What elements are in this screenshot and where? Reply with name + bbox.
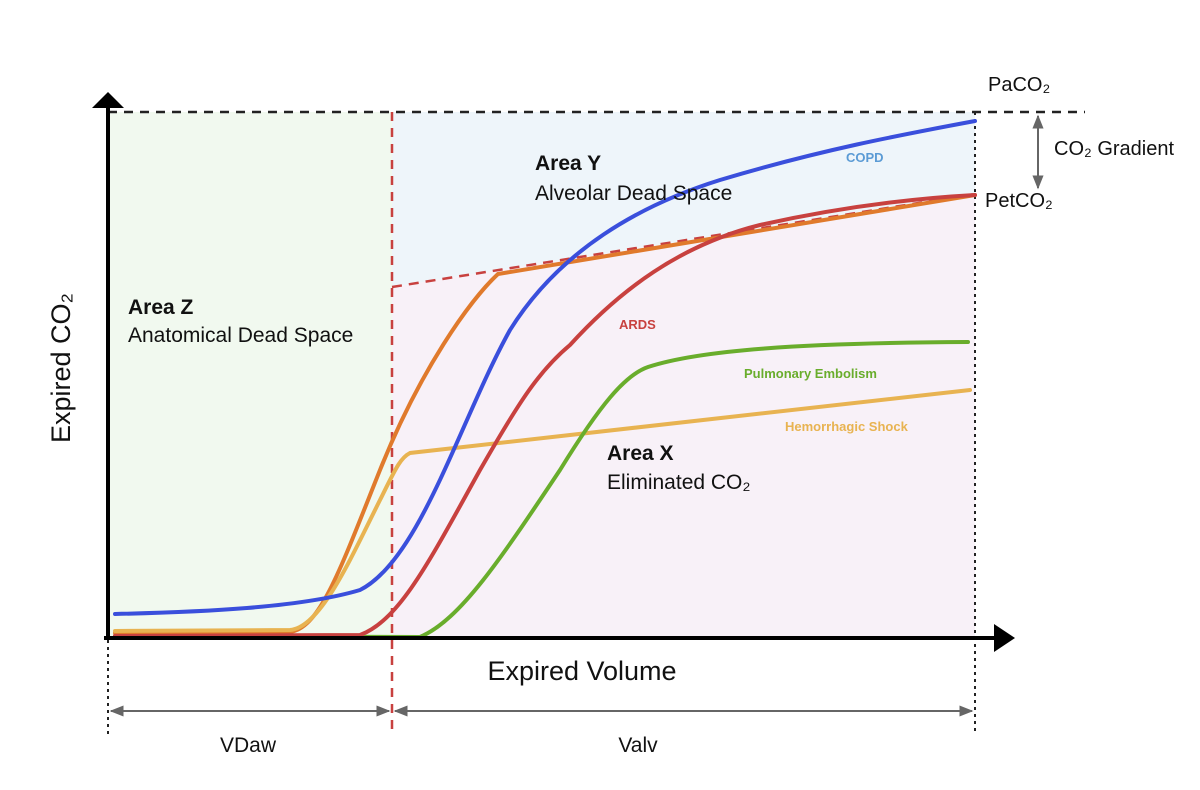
- pulmonary-embolism-curve: [113, 340, 970, 640]
- hemorrhagic-shock-curve: [113, 388, 972, 633]
- vdaw-label: VDaw: [220, 734, 277, 757]
- area-x-subtitle: Eliminated CO₂: [607, 471, 751, 494]
- area-z-title: Area Z: [128, 296, 194, 319]
- area-z-subtitle: Anatomical Dead Space: [128, 324, 353, 347]
- paco2-label: PaCO₂: [988, 74, 1050, 96]
- ards-curve: [113, 193, 977, 638]
- area-x-title: Area X: [607, 442, 674, 465]
- area-y-region: [392, 112, 975, 287]
- copd-curve: [113, 119, 977, 616]
- hemorrhagic-shock-label: Hemorrhagic Shock: [785, 419, 909, 434]
- x-axis-label: Expired Volume: [487, 656, 676, 686]
- x-axis-arrow: [994, 624, 1015, 652]
- area-y-title: Area Y: [535, 152, 601, 175]
- ards-label: ARDS: [619, 317, 656, 332]
- alveolar-plateau-dashed-line: [391, 192, 976, 289]
- area-z-region: [108, 112, 392, 638]
- petco2-label: PetCO₂: [985, 190, 1053, 212]
- area-y-subtitle: Alveolar Dead Space: [535, 182, 732, 205]
- valv-label: Valv: [618, 734, 658, 757]
- y-axis-arrow: [92, 92, 124, 108]
- co2-gradient-label: CO₂ Gradient: [1054, 138, 1174, 160]
- copd-label: COPD: [846, 150, 884, 165]
- pulmonary-embolism-label: Pulmonary Embolism: [744, 366, 877, 381]
- area-x-region: [392, 195, 975, 638]
- y-axis-label: Expired CO₂: [46, 293, 76, 443]
